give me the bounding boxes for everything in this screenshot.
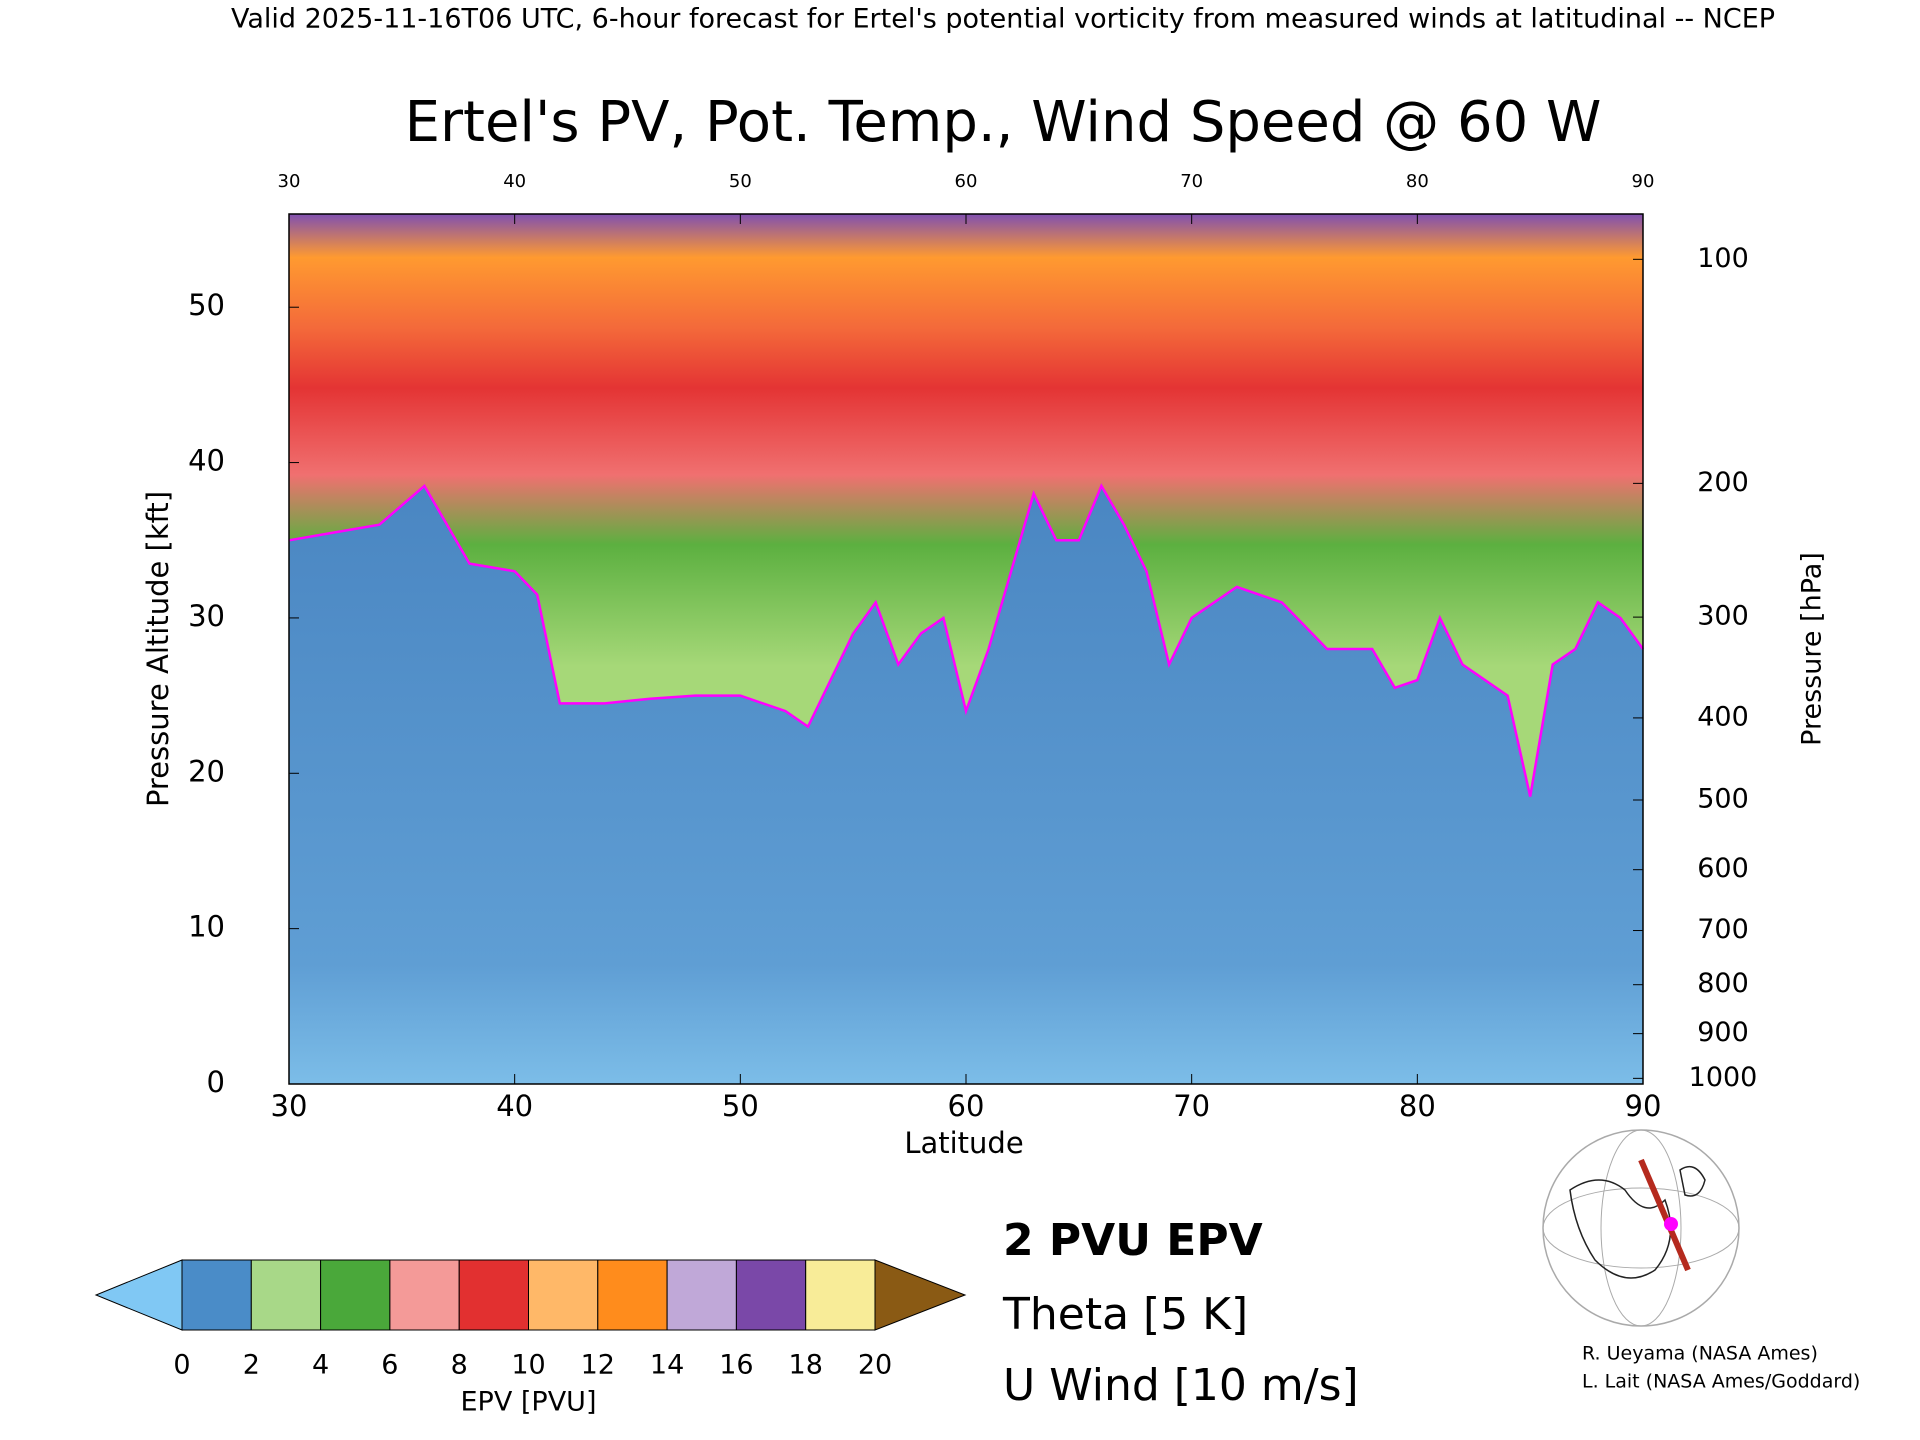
x2-tick-label: 90 <box>1632 171 1655 192</box>
x2-tick-label: 30 <box>278 171 301 192</box>
colorbar-label: EPV [PVU] <box>461 1387 597 1418</box>
credit: L. Lait (NASA Ames/Goddard) <box>1582 1371 1860 1393</box>
colorbar-tick-label: 20 <box>858 1350 892 1381</box>
colorbar-tick-label: 4 <box>312 1350 329 1381</box>
colorbar-segment <box>597 1259 668 1331</box>
y2-tick-label: 700 <box>1697 914 1749 945</box>
legend-entry: 2 PVU EPV <box>1003 1215 1263 1266</box>
colorbar-tick-label: 6 <box>381 1350 398 1381</box>
y2-tick-label: 400 <box>1697 701 1749 732</box>
colorbar-tick-label: 16 <box>719 1350 753 1381</box>
tropopause-line <box>288 483 1645 797</box>
y2-tick-label: 500 <box>1697 783 1749 814</box>
legend-entry: Theta [5 K] <box>1002 1289 1248 1340</box>
y2-tick-label: 900 <box>1697 1017 1749 1048</box>
x-tick-label: 30 <box>271 1089 308 1123</box>
y-tick-label: 40 <box>188 444 225 478</box>
x-tick-label: 90 <box>1625 1089 1662 1123</box>
x-tick-label: 60 <box>948 1089 985 1123</box>
troposphere-field <box>289 485 1643 1084</box>
y2-tick-label: 600 <box>1697 853 1749 884</box>
colorbar-tick-label: 12 <box>581 1350 615 1381</box>
chart-title: Ertel's PV, Pot. Temp., Wind Speed @ 60 … <box>405 90 1602 155</box>
x2-tick-label: 40 <box>503 171 526 192</box>
y2-tick-label: 300 <box>1697 601 1749 632</box>
y2-tick-label: 1000 <box>1689 1062 1758 1093</box>
colorbar-segment <box>458 1259 530 1331</box>
y-axis-label: Pressure Altitude [kft] <box>141 491 175 807</box>
x-tick-label: 50 <box>722 1089 759 1123</box>
colorbar-segment <box>389 1259 460 1331</box>
x2-tick-label: 50 <box>729 171 752 192</box>
colorbar-segment <box>666 1259 737 1331</box>
x-tick-label: 40 <box>496 1089 533 1123</box>
y-tick-label: 50 <box>188 288 225 322</box>
colorbar-tick-label: 18 <box>789 1350 823 1381</box>
locator-map <box>1542 1129 1740 1327</box>
colorbar-tick-label: 14 <box>650 1350 684 1381</box>
legend-entry: U Wind [10 m/s] <box>1003 1360 1359 1411</box>
y-tick-label: 30 <box>188 599 225 633</box>
colorbar-segment <box>805 1259 876 1331</box>
colorbar-segment <box>528 1259 599 1331</box>
x-axis-label: Latitude <box>904 1126 1023 1160</box>
credit: R. Ueyama (NASA Ames) <box>1582 1343 1818 1365</box>
colorbar-segment <box>320 1259 391 1331</box>
x-tick-label: 80 <box>1399 1089 1436 1123</box>
y2-tick-label: 200 <box>1697 467 1749 498</box>
y-tick-label: 0 <box>207 1065 225 1099</box>
y2-tick-label: 100 <box>1697 243 1749 274</box>
x2-tick-label: 80 <box>1406 171 1429 192</box>
y2-tick-label: 800 <box>1697 968 1749 999</box>
y-tick-label: 10 <box>188 910 225 944</box>
colorbar-tick-label: 0 <box>173 1350 190 1381</box>
x-tick-label: 70 <box>1173 1089 1210 1123</box>
y2-axis-label: Pressure [hPa] <box>1797 552 1828 746</box>
colorbar-tick-label: 10 <box>511 1350 545 1381</box>
x2-tick-label: 60 <box>955 171 978 192</box>
x2-tick-label: 70 <box>1180 171 1203 192</box>
colorbar-segment <box>735 1259 807 1331</box>
colorbar-segment <box>250 1259 322 1331</box>
colorbar-tick-label: 2 <box>243 1350 260 1381</box>
plot-area <box>288 214 1645 1084</box>
colorbar-tick-label: 8 <box>451 1350 468 1381</box>
y-tick-label: 20 <box>188 754 225 788</box>
colorbar-segment <box>181 1259 252 1331</box>
header: Valid 2025-11-16T06 UTC, 6-hour forecast… <box>231 4 1775 35</box>
